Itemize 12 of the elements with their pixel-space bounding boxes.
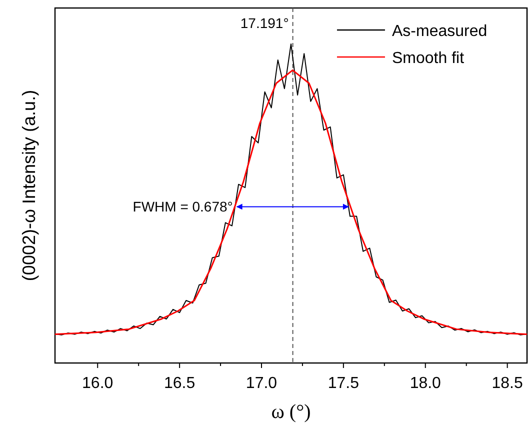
x-tick-label: 17.0 (246, 375, 278, 392)
x-axis-title: ω (°) (271, 401, 311, 423)
legend-label: As-measured (392, 23, 488, 40)
x-tick-label: 17.5 (328, 375, 360, 392)
x-tick-label: 16.5 (164, 375, 196, 392)
annotation: FWHM = 0.678° (132, 198, 233, 215)
legend-label: Smooth fit (392, 50, 465, 67)
x-tick-label: 16.0 (82, 375, 114, 392)
ref-line-label: 17.191° (240, 15, 289, 31)
x-tick-label: 18.5 (492, 375, 524, 392)
x-tick-label: 18.0 (410, 375, 442, 392)
y-axis-title: (0002)-ω Intensity (a.u.) (19, 90, 39, 282)
